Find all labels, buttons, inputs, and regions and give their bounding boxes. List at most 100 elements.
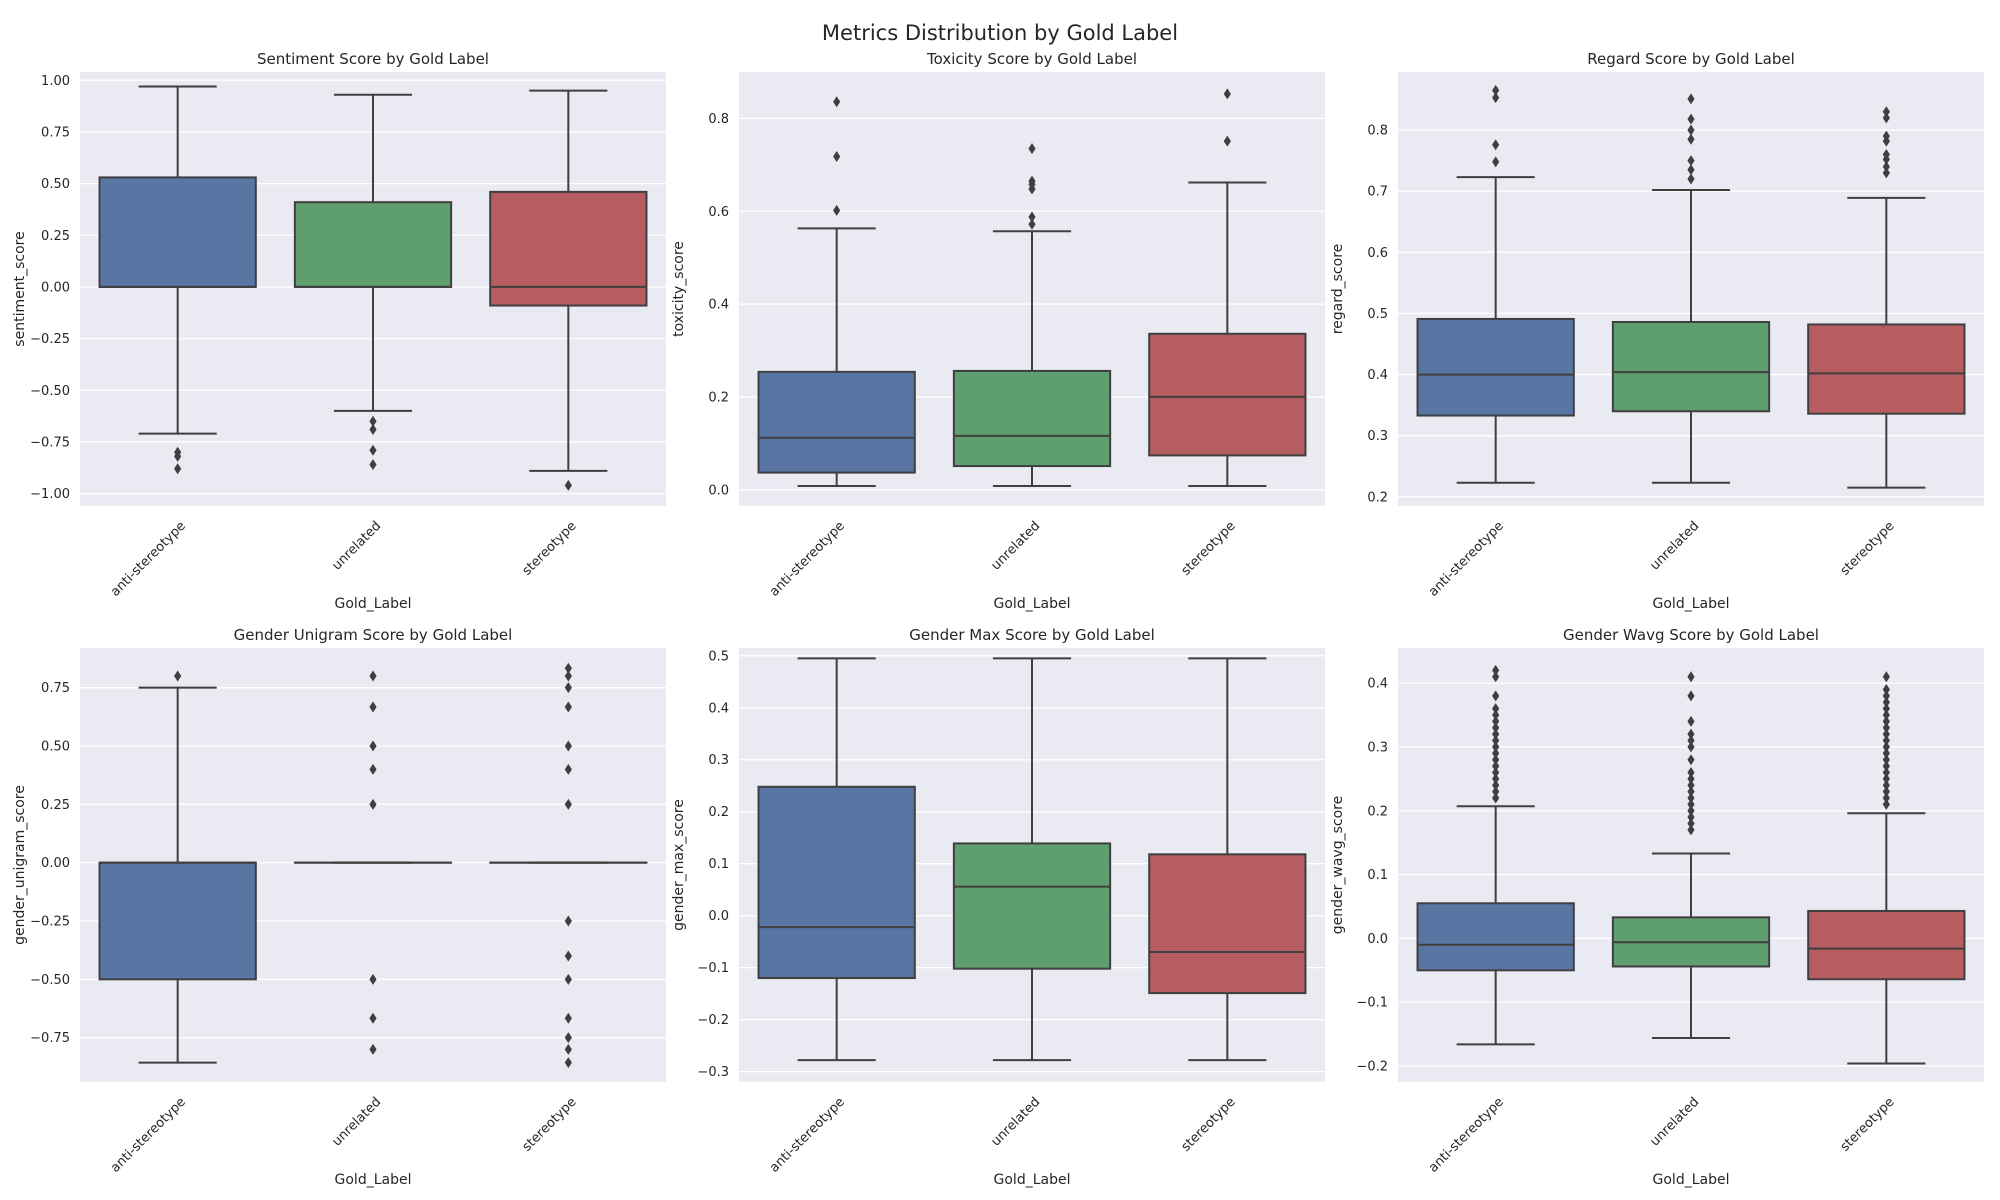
y-tick-label: 0.2	[708, 805, 729, 820]
outlier-point	[564, 1032, 572, 1044]
outlier-point	[1492, 156, 1500, 168]
outlier-point	[1882, 167, 1890, 179]
outlier-point	[369, 973, 377, 985]
iqr-box	[1148, 332, 1307, 457]
outlier-point	[1882, 735, 1890, 747]
outlier-point	[369, 424, 377, 436]
y-tick-label: −0.2	[1356, 1060, 1388, 1075]
outlier-point	[1687, 690, 1695, 702]
x-tick-label: anti-stereotype	[108, 1095, 189, 1176]
box-stereotype	[489, 89, 648, 491]
outlier-point	[1223, 88, 1231, 100]
y-tick-label: 0.5	[1367, 307, 1388, 322]
outlier-point	[1687, 766, 1695, 778]
outlier-point	[1687, 155, 1695, 167]
outlier-point	[564, 950, 572, 962]
iqr-box	[952, 842, 1112, 970]
outlier-point	[564, 1057, 572, 1069]
panel-title: Toxicity Score by Gold Label	[926, 50, 1137, 68]
iqr-box	[1148, 853, 1307, 995]
outlier-point	[1882, 703, 1890, 715]
outlier-point	[1492, 779, 1500, 791]
y-axis-label: sentiment_score	[12, 231, 28, 346]
iqr-box	[293, 201, 453, 288]
outlier-point	[1882, 766, 1890, 778]
outlier-point	[369, 415, 377, 427]
box-unrelated	[952, 657, 1112, 1062]
x-tick-label: stereotype	[1838, 519, 1898, 579]
x-tick-label: anti-stereotype	[767, 519, 848, 600]
x-axis-label: Gold_Label	[1653, 1172, 1730, 1188]
y-tick-label: −0.1	[697, 961, 729, 976]
box-unrelated	[293, 93, 453, 471]
y-tick-label: 0.8	[1367, 124, 1388, 139]
outlier-point	[1492, 139, 1500, 151]
x-axis-label: Gold_Label	[994, 596, 1071, 612]
y-tick-label: −0.2	[697, 1013, 729, 1028]
outlier-point	[1687, 805, 1695, 817]
outlier-point	[369, 1012, 377, 1024]
y-tick-label: −0.25	[30, 332, 70, 347]
outlier-point	[1687, 715, 1695, 727]
box-stereotype	[1148, 657, 1307, 1062]
y-tick-label: 0.1	[708, 857, 729, 872]
y-tick-label: 0.50	[41, 740, 70, 755]
y-tick-label: 0.4	[1367, 368, 1388, 383]
x-tick-label: unrelated	[988, 1095, 1043, 1150]
outlier-point	[1882, 709, 1890, 721]
outlier-point	[1492, 92, 1500, 104]
outlier-point	[369, 459, 377, 471]
outlier-point	[369, 670, 377, 682]
y-tick-label: 0.6	[1367, 246, 1388, 261]
panel-title: Gender Wavg Score by Gold Label	[1563, 626, 1819, 644]
iqr-box	[757, 785, 916, 980]
iqr-box	[1611, 321, 1771, 413]
outlier-point	[1687, 173, 1695, 185]
x-axis-label: Gold_Label	[1653, 596, 1730, 612]
y-tick-label: 0.4	[708, 298, 729, 313]
outlier-point	[1882, 760, 1890, 772]
outlier-point	[1882, 754, 1890, 766]
x-tick-label: unrelated	[1647, 1095, 1702, 1150]
outlier-point	[369, 1043, 377, 1055]
y-tick-label: 0.2	[1367, 490, 1388, 505]
box-stereotype	[1807, 671, 1966, 1065]
outlier-point	[1882, 798, 1890, 810]
outlier-point	[1492, 747, 1500, 759]
outlier-point	[174, 463, 182, 475]
chart-panel: 0.0 0.2 0.4 0.6 0.8 anti-stereotype unrelated s…	[671, 50, 1325, 612]
outlier-point	[833, 204, 841, 216]
outlier-point	[564, 915, 572, 927]
iqr-box	[1807, 909, 1966, 981]
iqr-box	[1807, 323, 1966, 415]
panel-title: Regard Score by Gold Label	[1587, 50, 1795, 68]
outlier-point	[564, 670, 572, 682]
y-tick-label: 0.0	[1367, 932, 1388, 947]
outlier-point	[1028, 218, 1036, 230]
outlier-point	[1882, 112, 1890, 124]
outlier-point	[1882, 149, 1890, 161]
panels: −1.00 −0.75 −0.50 −0.25 0.00 0.25 0.50 0.75 1.00…	[12, 50, 1984, 1188]
outlier-point	[1687, 798, 1695, 810]
box-anti-stereotype	[1416, 84, 1575, 484]
box-anti-stereotype	[98, 85, 257, 475]
outlier-point	[1492, 664, 1500, 676]
x-tick-label: unrelated	[329, 519, 384, 574]
outlier-point	[1223, 135, 1231, 147]
outlier-point	[1492, 728, 1500, 740]
figure-title: Metrics Distribution by Gold Label	[822, 21, 1178, 45]
outlier-point	[1687, 773, 1695, 785]
outlier-point	[1492, 735, 1500, 747]
outlier-point	[369, 740, 377, 752]
y-tick-label: 0.5	[708, 649, 729, 664]
outlier-point	[1882, 683, 1890, 695]
outlier-point	[564, 662, 572, 674]
x-tick-label: unrelated	[1647, 519, 1702, 574]
outlier-point	[1687, 741, 1695, 753]
y-tick-label: 0.8	[708, 112, 729, 127]
iqr-box	[757, 370, 916, 474]
box-anti-stereotype	[757, 96, 916, 488]
outlier-point	[1882, 779, 1890, 791]
y-tick-label: 0.1	[1367, 868, 1388, 883]
y-axis-label: toxicity_score	[671, 241, 687, 337]
